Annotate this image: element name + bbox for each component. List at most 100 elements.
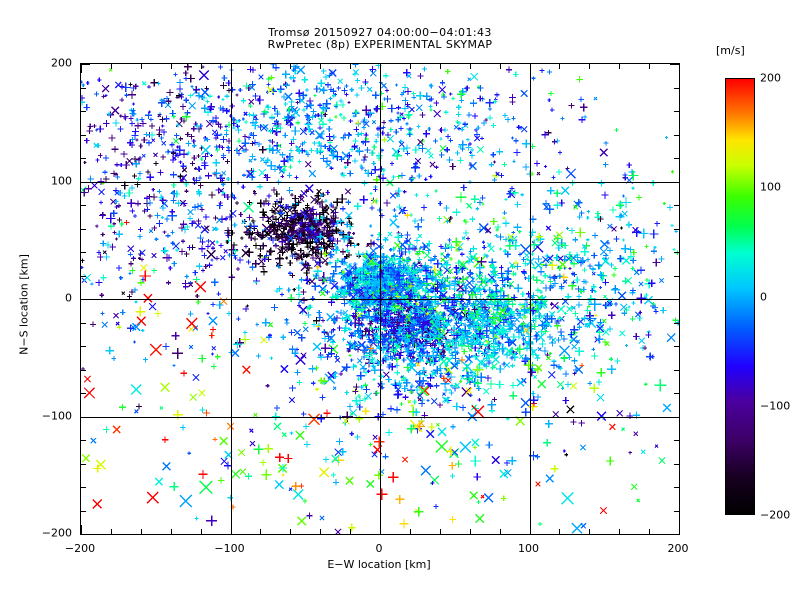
scatter-point	[422, 267, 430, 275]
scatter-point	[430, 282, 437, 288]
scatter-point	[111, 145, 119, 153]
scatter-point	[382, 453, 389, 460]
scatter-point	[589, 288, 595, 293]
scatter-point	[353, 109, 359, 115]
scatter-point	[470, 314, 479, 322]
scatter-point	[344, 274, 353, 283]
scatter-point	[273, 242, 279, 249]
scatter-point	[511, 136, 515, 140]
scatter-point	[123, 219, 130, 226]
scatter-point	[570, 325, 579, 334]
scatter-point	[182, 112, 191, 121]
scatter-point	[146, 173, 155, 182]
scatter-point	[320, 209, 327, 216]
scatter-point	[670, 223, 674, 227]
scatter-point	[405, 151, 410, 156]
x-axis-tick	[320, 529, 321, 534]
scatter-point	[344, 211, 353, 220]
scatter-point	[458, 304, 465, 310]
scatter-point	[638, 281, 644, 287]
scatter-point	[496, 364, 505, 374]
scatter-point	[593, 96, 598, 101]
scatter-point	[346, 341, 357, 351]
scatter-point	[504, 250, 512, 258]
scatter-point	[403, 331, 407, 336]
scatter-point	[579, 362, 585, 368]
scatter-point	[632, 226, 639, 234]
scatter-point	[519, 126, 524, 130]
scatter-point	[249, 264, 256, 271]
scatter-point	[550, 337, 557, 343]
scatter-point	[340, 102, 346, 108]
scatter-point	[564, 381, 572, 388]
scatter-point	[178, 248, 186, 255]
scatter-point	[583, 279, 589, 285]
scatter-point	[322, 144, 328, 150]
scatter-point	[268, 113, 276, 121]
scatter-point	[199, 157, 204, 161]
scatter-point	[257, 184, 263, 190]
scatter-point	[221, 170, 227, 176]
scatter-point	[196, 234, 205, 242]
scatter-point	[183, 76, 189, 81]
scatter-point	[479, 195, 486, 201]
scatter-point	[321, 257, 329, 265]
scatter-point	[628, 170, 639, 181]
scatter-point	[456, 247, 462, 252]
scatter-point	[533, 333, 539, 339]
scatter-point	[630, 249, 637, 256]
scatter-point	[584, 312, 597, 325]
scatter-point	[236, 138, 242, 144]
scatter-point	[188, 280, 192, 284]
scatter-point	[289, 384, 296, 392]
scatter-point	[235, 338, 245, 348]
scatter-point	[340, 234, 348, 243]
scatter-point	[396, 352, 404, 360]
scatter-point	[170, 197, 177, 204]
scatter-point	[476, 256, 487, 267]
scatter-point	[538, 521, 543, 527]
scatter-point	[544, 313, 551, 319]
scatter-point	[370, 197, 378, 205]
scatter-point	[416, 173, 422, 179]
scatter-point	[374, 105, 381, 112]
scatter-point	[232, 248, 239, 254]
scatter-point	[247, 112, 252, 117]
scatter-point	[155, 126, 163, 134]
scatter-point	[266, 161, 276, 170]
scatter-point	[476, 500, 481, 505]
scatter-point	[492, 397, 498, 403]
scatter-point	[313, 216, 320, 223]
scatter-point	[508, 314, 514, 320]
scatter-point	[114, 205, 119, 210]
scatter-point	[392, 208, 397, 213]
scatter-point	[375, 126, 381, 132]
scatter-point	[349, 358, 354, 362]
scatter-point	[428, 104, 433, 109]
scatter-point	[135, 306, 146, 317]
scatter-point	[261, 469, 272, 480]
scatter-point	[276, 163, 283, 170]
scatter-point	[298, 259, 305, 266]
scatter-point	[306, 252, 312, 258]
scatter-point	[281, 225, 286, 231]
scatter-point	[214, 144, 220, 150]
x-axis-tick	[619, 529, 620, 534]
y-axis-tick	[674, 323, 679, 324]
scatter-point	[553, 254, 560, 262]
scatter-point	[273, 231, 277, 235]
scatter-point	[475, 263, 484, 272]
scatter-point	[307, 207, 314, 214]
scatter-point	[117, 125, 124, 132]
scatter-point	[530, 274, 537, 280]
scatter-point	[450, 424, 456, 430]
scatter-point	[119, 403, 126, 411]
scatter-point	[491, 177, 498, 183]
scatter-point	[505, 116, 511, 123]
scatter-point	[134, 122, 142, 130]
scatter-point	[374, 139, 379, 144]
scatter-point	[263, 173, 271, 182]
scatter-point	[159, 204, 167, 212]
scatter-point	[109, 243, 116, 251]
scatter-point	[594, 213, 603, 222]
